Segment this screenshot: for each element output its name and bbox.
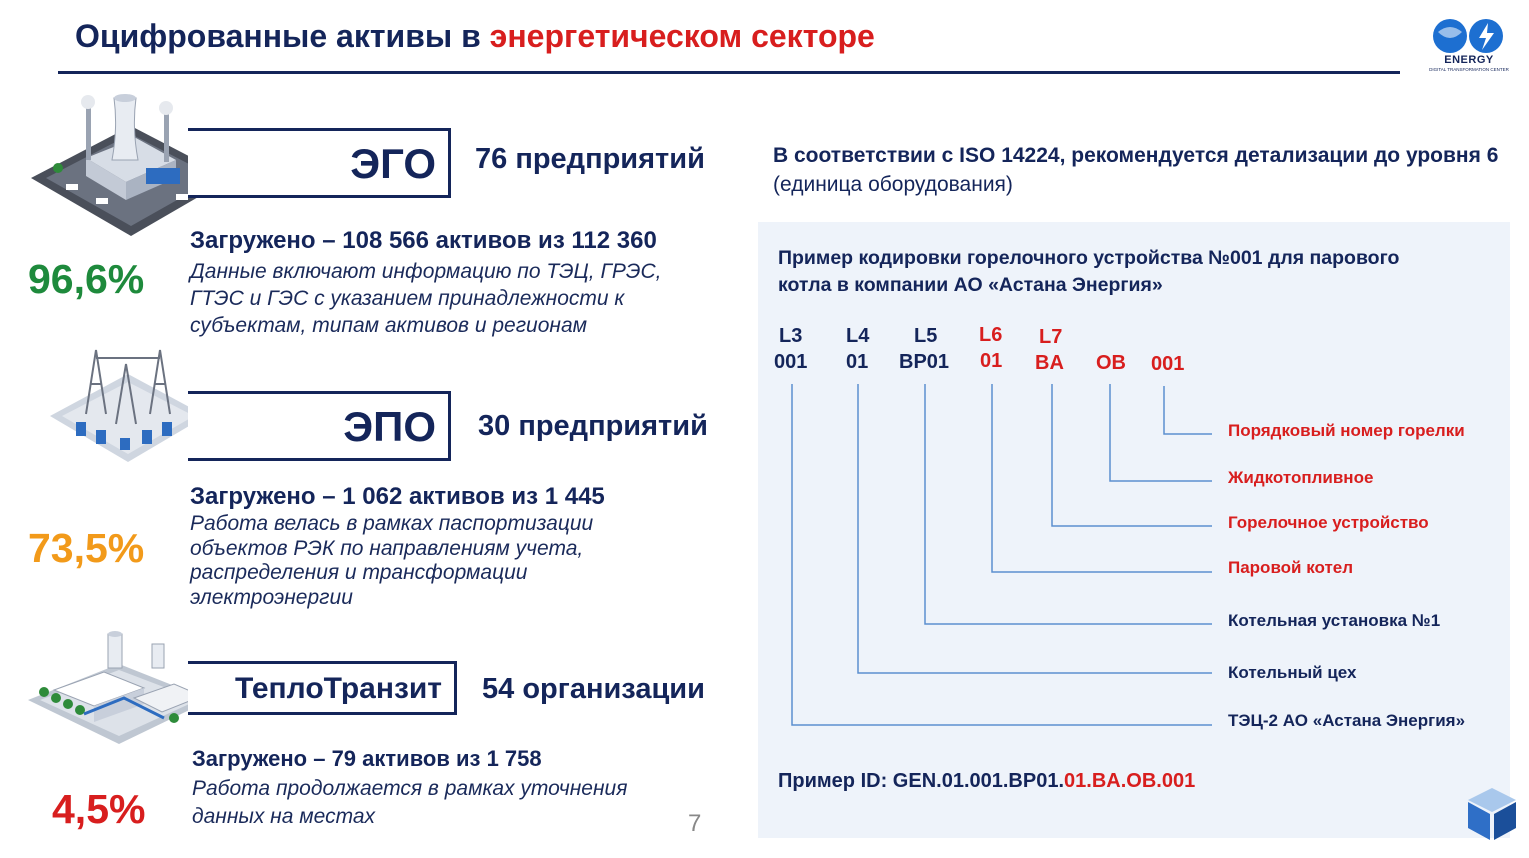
segment-ego-description: Данные включают информацию по ТЭЦ, ГРЭС,… (190, 260, 662, 337)
segment-epo-count: 30 предприятий (478, 410, 708, 442)
code-value-l6: 01 (980, 350, 1003, 372)
coding-connector-lines (791, 384, 1212, 726)
segment-teplo-count: 54 организации (482, 673, 705, 705)
segment-teplo-description: Работа продолжается в рамках уточнения д… (192, 777, 628, 828)
segment-ego-count: 76 предприятий (475, 143, 705, 175)
legend-burner-device: Горелочное устройство (1228, 513, 1429, 532)
segment-ego-percent: 96,6% (28, 256, 145, 302)
segment-epo-percent: 73,5% (28, 525, 145, 571)
segment-epo-name: ЭПО (188, 391, 451, 461)
example-id: Пример ID: GEN.01.001.BP01.01.BA.OB.001 (778, 770, 1195, 793)
legend-liquid-fuel: Жидкотопливное (1228, 468, 1374, 487)
code-value-l7: BA (1035, 352, 1064, 374)
segment-teplo-percent: 4,5% (52, 786, 146, 832)
logo-text: ENERGY (1444, 54, 1494, 66)
coding-panel (758, 222, 1510, 838)
legend-steam-boiler: Паровой котел (1228, 558, 1354, 577)
segment-ego-name: ЭГО (188, 128, 451, 198)
heating-plant-illustration (24, 628, 214, 748)
title-accent: энергетическом секторе (489, 18, 875, 54)
segment-ego-loaded: Загружено – 108 566 активов из 112 360 (190, 227, 657, 254)
code-level-l7: L7 (1039, 326, 1063, 348)
code-level-l3: L3 (779, 325, 803, 347)
title-divider (58, 71, 1400, 74)
title-main: Оцифрованные активы в (75, 18, 490, 54)
code-value-l3: 001 (774, 351, 808, 373)
logo-icon (1433, 19, 1503, 53)
segment-epo-loaded: Загружено – 1 062 активов из 1 445 (190, 483, 605, 510)
cube-logo-icon (1462, 784, 1522, 844)
page-title: Оцифрованные активы в энергетическом сек… (75, 18, 875, 55)
legend-tec2: ТЭЦ-2 АО «Астана Энергия» (1228, 711, 1466, 730)
legend-boiler-unit: Котельная установка №1 (1228, 611, 1441, 630)
legend-burner-number: Порядковый номер горелки (1228, 421, 1465, 440)
segment-epo-description: Работа велась в рамках паспортизации объ… (190, 512, 594, 609)
code-level-l5: L5 (914, 325, 938, 347)
energy-logo: ENERGY DIGITAL TRANSFORMATION CENTER (1424, 16, 1514, 76)
segment-teplo-loaded: Загружено – 79 активов из 1 758 (192, 746, 542, 771)
substation-illustration (46, 344, 210, 474)
code-value-ob: OB (1096, 352, 1126, 374)
code-level-l6: L6 (979, 324, 1003, 346)
logo-subtext: DIGITAL TRANSFORMATION CENTER (1429, 67, 1509, 72)
segment-teplo-name: ТеплоТранзит (188, 661, 457, 715)
iso-note-bold: В соответствии с ISO 14224, рекомендуетс… (773, 144, 1499, 167)
page-number: 7 (688, 810, 702, 837)
iso-note-normal: (единица оборудования) (773, 173, 1013, 197)
code-value-001: 001 (1151, 353, 1185, 375)
legend-boiler-shop: Котельный цех (1228, 663, 1357, 682)
coding-panel-title: Пример кодировки горелочного устройства … (778, 247, 1400, 296)
code-value-l5: BP01 (899, 351, 950, 373)
code-level-l4: L4 (846, 325, 870, 347)
iso-note: В соответствии с ISO 14224, рекомендуетс… (773, 141, 1513, 200)
example-id-suffix: 01.BA.OB.001 (1064, 770, 1196, 792)
code-value-l4: 01 (846, 351, 869, 373)
example-id-prefix: Пример ID: GEN.01.001.BP01. (778, 770, 1065, 792)
